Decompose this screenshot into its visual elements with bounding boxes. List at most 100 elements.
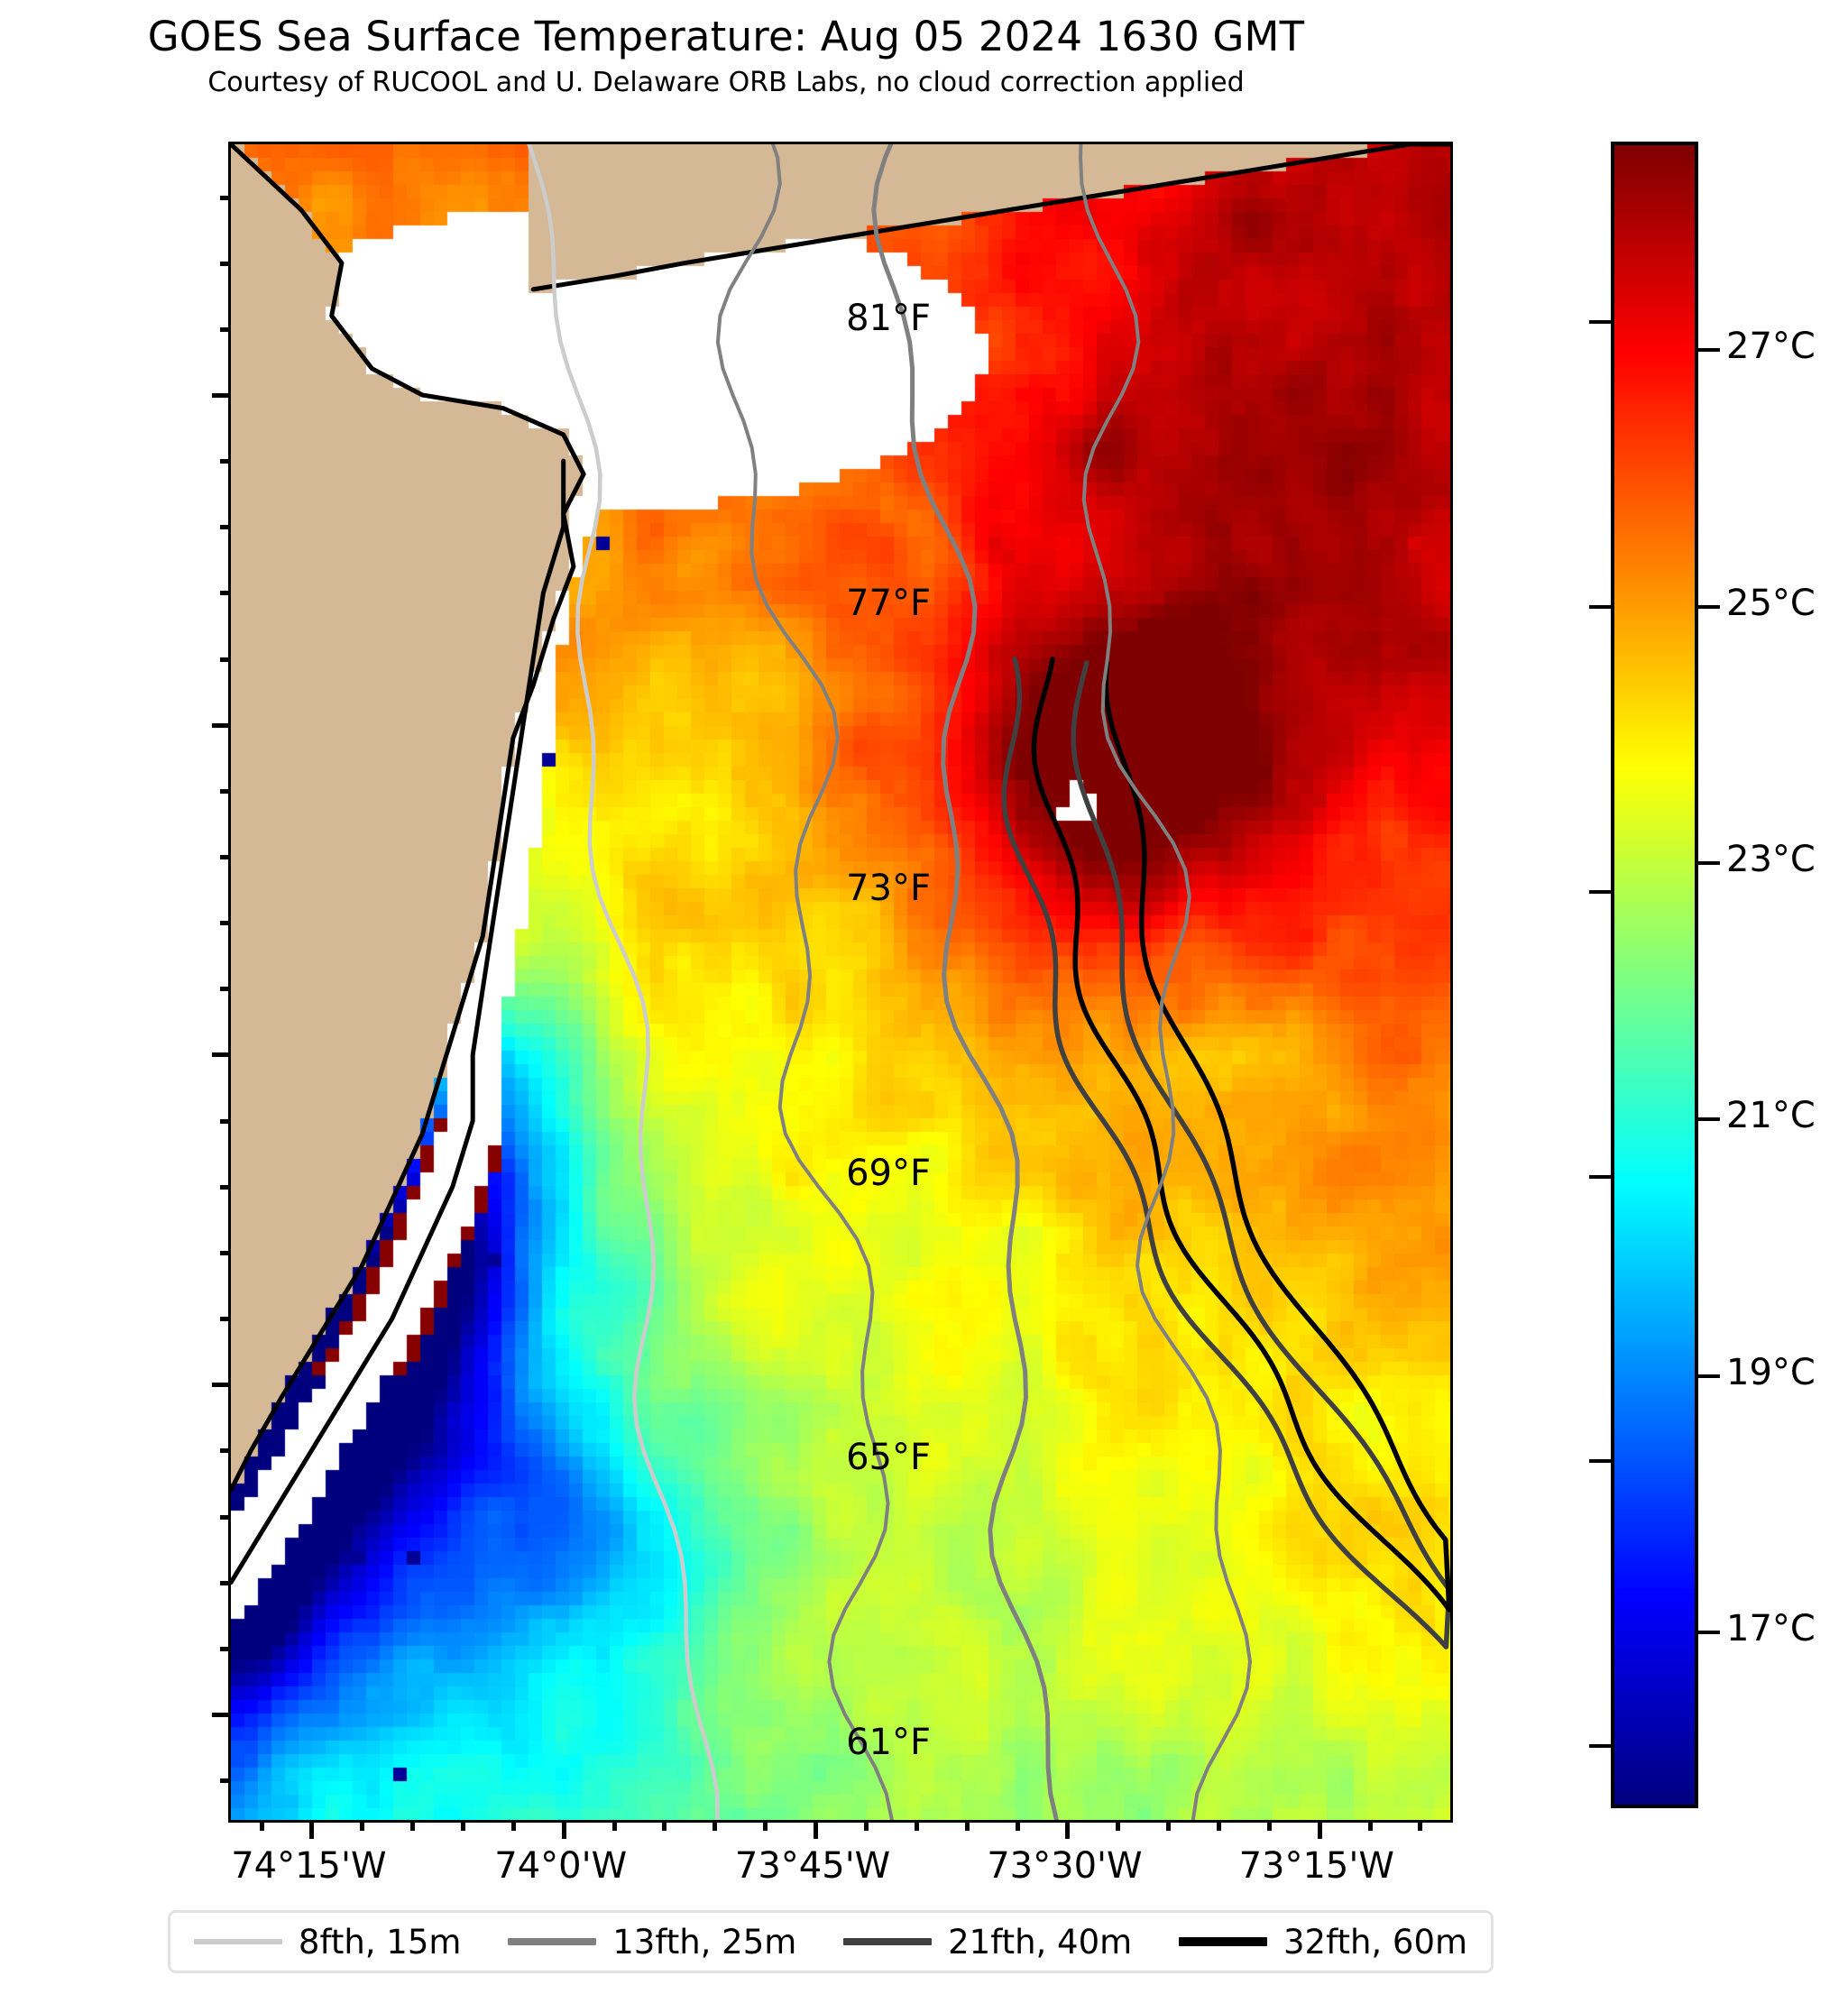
legend-item: 8fth, 15m	[193, 1922, 462, 1962]
x-tick-minor	[964, 1820, 970, 1831]
legend-item: 21fth, 40m	[843, 1923, 1132, 1962]
x-tick-minor	[611, 1820, 617, 1831]
colorbar-label-celsius: 27°C	[1726, 326, 1816, 368]
x-tick-minor	[713, 1820, 718, 1831]
isobath-15m	[527, 144, 720, 1820]
x-axis-label: 74°15'W	[231, 1845, 387, 1887]
x-tick-minor	[1217, 1820, 1221, 1831]
y-tick-minor	[220, 326, 231, 332]
colorbar-label-celsius: 25°C	[1726, 582, 1816, 624]
legend-line-swatch	[843, 1937, 933, 1946]
x-tick-minor	[1166, 1820, 1172, 1831]
colorbar-tick-celsius	[1698, 1630, 1720, 1634]
x-tick-minor	[1418, 1820, 1423, 1831]
legend-item-label: 13fth, 25m	[612, 1922, 797, 1962]
legend-item-label: 21fth, 40m	[948, 1922, 1133, 1962]
coastline-long-island	[530, 144, 1450, 292]
y-tick-minor	[220, 1118, 231, 1124]
colorbar-tick-celsius	[1698, 348, 1720, 353]
sst-raster	[231, 144, 1450, 1820]
x-tick-major	[1065, 1820, 1071, 1839]
x-tick-major	[309, 1820, 315, 1839]
x-tick-minor	[410, 1820, 416, 1831]
isobath-25m-detail	[715, 144, 894, 1820]
x-tick-major	[1317, 1820, 1322, 1839]
legend-line-swatch	[193, 1939, 282, 1944]
colorbar-tick-fahrenheit	[1589, 1174, 1611, 1179]
legend-item: 13fth, 25m	[508, 1923, 796, 1962]
y-tick-minor	[220, 921, 231, 926]
y-tick-major	[212, 1052, 231, 1058]
y-tick-minor	[220, 1317, 231, 1322]
x-axis-label: 73°30'W	[987, 1845, 1143, 1887]
x-tick-minor	[763, 1820, 768, 1831]
y-tick-minor	[220, 195, 231, 200]
isobath-25m	[871, 144, 1059, 1820]
y-tick-minor	[220, 1514, 231, 1520]
isobath-60m	[1031, 656, 1450, 1613]
x-axis-label: 73°15'W	[1238, 1845, 1394, 1887]
legend-item-label: 32fth, 60m	[1283, 1922, 1468, 1962]
colorbar-tick-celsius	[1698, 1117, 1720, 1122]
y-tick-minor	[220, 987, 231, 992]
legend-item: 32fth, 60m	[1179, 1923, 1467, 1962]
y-tick-minor	[220, 1580, 231, 1585]
x-axis-label: 74°0'W	[494, 1845, 628, 1887]
colorbar-label-celsius: 23°C	[1726, 839, 1816, 881]
y-tick-minor	[220, 788, 231, 794]
legend-item-label: 8fth, 15m	[298, 1922, 462, 1962]
x-tick-major	[814, 1820, 819, 1839]
colorbar-gradient	[1614, 145, 1695, 1805]
colorbar-tick-fahrenheit	[1589, 1459, 1611, 1464]
colorbar-tick-fahrenheit	[1589, 889, 1611, 894]
page-title: GOES Sea Surface Temperature: Aug 05 202…	[147, 13, 1305, 60]
colorbar-tick-celsius	[1698, 861, 1720, 866]
isobath-40m	[1001, 656, 1450, 1649]
colorbar-tick-fahrenheit	[1589, 319, 1611, 324]
colorbar-label-celsius: 19°C	[1726, 1351, 1816, 1393]
x-tick-minor	[1116, 1820, 1121, 1831]
bathymetry-legend: 8fth, 15m 13fth, 25m 21fth, 40m 32fth, 60m	[168, 1910, 1494, 1973]
colorbar-label-fahrenheit: 65°F	[846, 1437, 931, 1479]
y-tick-minor	[220, 459, 231, 464]
y-tick-major	[212, 1712, 231, 1717]
y-tick-major	[212, 392, 231, 398]
colorbar-tick-fahrenheit	[1589, 604, 1611, 609]
x-tick-minor	[460, 1820, 465, 1831]
y-tick-major	[212, 1383, 231, 1388]
page-subtitle: Courtesy of RUCOOL and U. Delaware ORB L…	[207, 67, 1245, 98]
y-tick-minor	[220, 1448, 231, 1454]
y-tick-minor	[220, 657, 231, 662]
y-tick-minor	[220, 1184, 231, 1190]
colorbar-tick-celsius	[1698, 604, 1720, 609]
legend-line-swatch	[508, 1938, 597, 1945]
colorbar-label-celsius: 17°C	[1726, 1607, 1816, 1649]
x-tick-minor	[662, 1820, 667, 1831]
colorbar-tick-celsius	[1698, 1374, 1720, 1378]
x-tick-minor	[863, 1820, 869, 1831]
x-tick-minor	[914, 1820, 919, 1831]
colorbar-label-fahrenheit: 69°F	[846, 1152, 931, 1194]
x-tick-minor	[510, 1820, 516, 1831]
map-canvas-clip	[231, 144, 1450, 1820]
colorbar[interactable]	[1589, 142, 1720, 1808]
colorbar-label-fahrenheit: 61°F	[846, 1722, 931, 1764]
x-axis-label: 73°45'W	[734, 1845, 891, 1887]
y-tick-minor	[220, 1250, 231, 1255]
isobath-25m-outer	[1079, 144, 1252, 1820]
x-tick-minor	[1266, 1820, 1272, 1831]
colorbar-label-celsius: 21°C	[1726, 1095, 1816, 1137]
y-tick-minor	[220, 591, 231, 596]
y-tick-major	[212, 722, 231, 728]
coastline-nj-barrier-island	[231, 458, 566, 1585]
y-tick-minor	[220, 1646, 231, 1651]
x-tick-major	[561, 1820, 566, 1839]
sst-map[interactable]	[212, 142, 1453, 1839]
x-tick-minor	[360, 1820, 365, 1831]
colorbar-label-fahrenheit: 81°F	[846, 297, 931, 339]
y-tick-minor	[220, 1778, 231, 1784]
colorbar-label-fahrenheit: 77°F	[846, 582, 931, 624]
x-tick-minor	[259, 1820, 264, 1831]
y-tick-minor	[220, 525, 231, 530]
coastline-and-bathymetry-overlay	[231, 144, 1450, 1820]
